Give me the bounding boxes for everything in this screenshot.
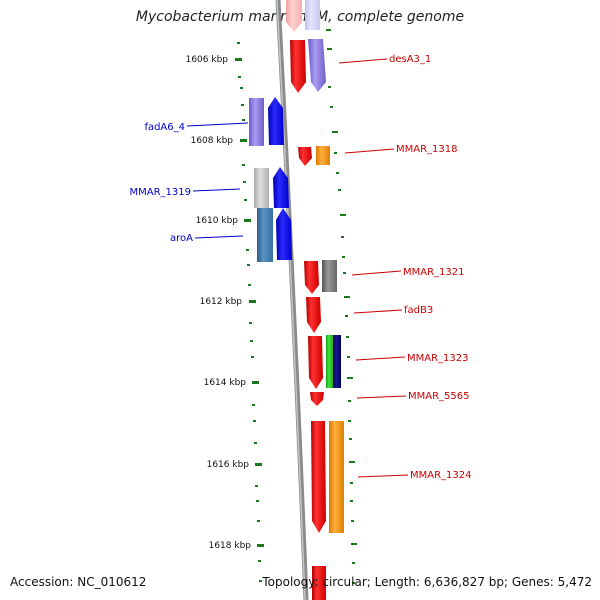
gene-block-MMAR-1319 [254, 168, 269, 208]
topology-text: Topology: circular; Length: 6,636,827 bp… [262, 575, 592, 589]
backbone-highlight [276, 0, 306, 600]
tick-mark [244, 219, 251, 222]
tick-label: 1606 kbp [186, 55, 229, 65]
gene-label-MMAR-1319[interactable]: MMAR_1319 [130, 187, 192, 198]
gene-arrow-MMAR-5565 [310, 392, 324, 406]
kbp-ticks: 1606 kbp 1608 kbp 1610 kbp 1612 kbp 1614… [186, 55, 264, 551]
forward-strand-genes [249, 97, 292, 262]
gene-arrow-fadB3 [306, 297, 321, 333]
gene-block-purple [308, 39, 326, 92]
gene-block-green [326, 335, 333, 388]
tick-label: 1608 kbp [191, 136, 234, 146]
tick-mark [235, 58, 242, 61]
tick-mark [249, 300, 256, 303]
tick-mark [252, 381, 259, 384]
gene-arrow-desA3-1 [290, 40, 306, 93]
tick-mark [255, 463, 262, 466]
reverse-strand-genes [286, 0, 344, 600]
gene-label-MMAR-5565[interactable]: MMAR_5565 [408, 391, 470, 402]
tick-label: 1618 kbp [209, 541, 252, 551]
gene-block-lavender [305, 0, 320, 30]
tick-mark [257, 544, 264, 547]
inner-scale-dots [237, 42, 262, 582]
label-leaders [186, 58, 409, 478]
gene-block-orange [316, 146, 330, 165]
gene-arrow-blue-1 [268, 97, 284, 145]
gene-label-fadB3[interactable]: fadB3 [404, 305, 433, 316]
gene-block-aroA [257, 208, 273, 262]
gene-label-fadA6-4[interactable]: fadA6_4 [144, 122, 185, 133]
gene-arrow-pink [286, 0, 302, 32]
gene-block-fadA6-4 [249, 98, 264, 146]
genome-backbone [275, 0, 309, 600]
gene-label-MMAR-1321[interactable]: MMAR_1321 [403, 267, 465, 278]
gene-arrow-blue-3 [276, 208, 292, 260]
gene-block-gray [322, 260, 337, 292]
tick-label: 1616 kbp [207, 460, 250, 470]
gene-label-MMAR-1323[interactable]: MMAR_1323 [407, 353, 469, 364]
accession-text: Accession: NC_010612 [10, 575, 147, 589]
tick-label: 1610 kbp [196, 216, 239, 226]
gene-block-navy [333, 335, 341, 388]
gene-block-orange-large [329, 421, 344, 533]
gene-block-red-bottom [312, 566, 326, 600]
gene-arrow-MMAR-1323 [308, 336, 323, 389]
gene-label-MMAR-1324[interactable]: MMAR_1324 [410, 470, 472, 481]
gene-arrow-MMAR-1324 [311, 421, 326, 533]
gene-arrow-MMAR-1321 [304, 261, 319, 294]
tick-label: 1612 kbp [200, 297, 243, 307]
gene-label-MMAR-1318[interactable]: MMAR_1318 [396, 144, 458, 155]
gene-arrow-MMAR-1318 [298, 147, 312, 166]
tick-label: 1614 kbp [204, 378, 247, 388]
gene-labels: desA3_1 fadA6_4 MMAR_1318 MMAR_1319 aroA… [130, 54, 472, 481]
gene-arrow-blue-2 [273, 167, 289, 208]
tick-mark [240, 139, 247, 142]
gene-label-desA3-1[interactable]: desA3_1 [389, 54, 431, 65]
gene-label-aroA[interactable]: aroA [170, 233, 193, 244]
outer-scale-dots [326, 29, 357, 584]
